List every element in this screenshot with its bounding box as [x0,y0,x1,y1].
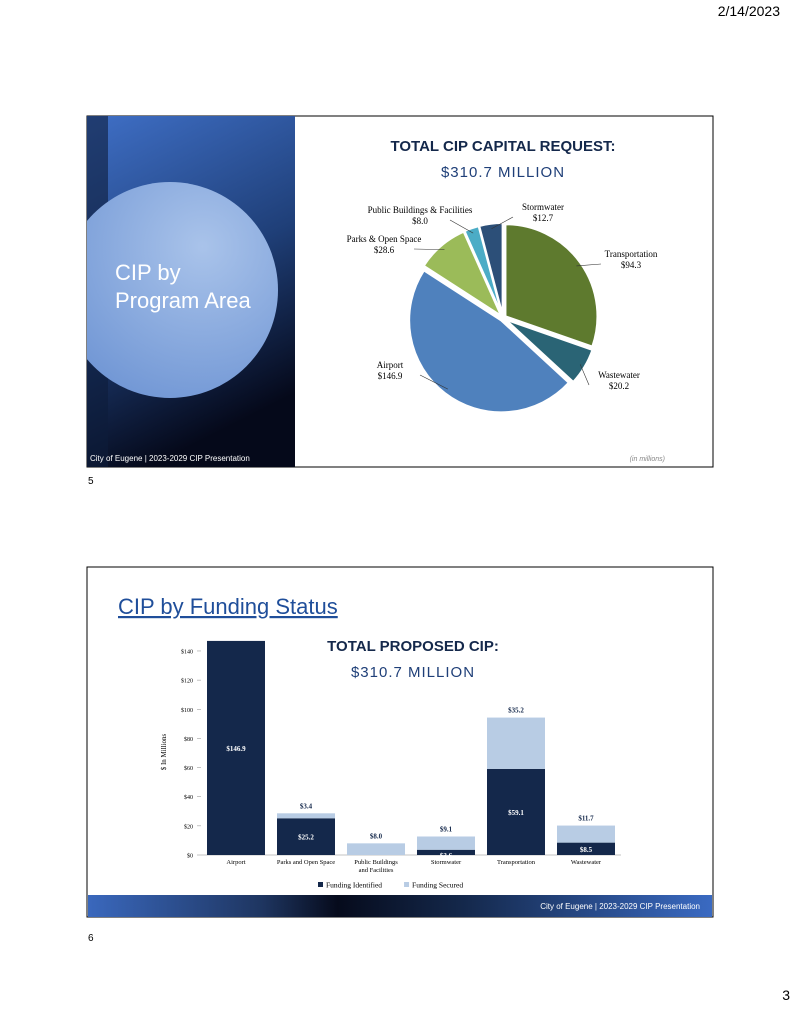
slice-value: $8.0 [412,216,428,226]
slice-label: Parks & Open Space [347,234,422,244]
slice-value: $94.3 [621,260,642,270]
y-axis-label: $ In Millions [160,733,168,770]
slide-footer: City of Eugene | 2023-2029 CIP Presentat… [90,454,250,463]
chart-note: (in millions) [630,456,665,463]
slice-label: Transportation [605,249,658,259]
pie-slice [504,318,594,384]
slide-title: Program Area [115,288,251,313]
bar-value-label: $3.4 [300,802,313,810]
y-tick-label: $80 [184,736,193,743]
chart-subtitle: $310.7 MILLION [441,164,565,181]
bar-value-label: $25.2 [298,834,314,842]
slide-title: CIP by Funding Status [118,594,338,619]
x-tick-label: Airport [226,859,245,866]
bar-segment [417,849,475,855]
pie-slice [504,223,599,348]
slice-value: $20.2 [609,381,629,391]
bar-segment [207,640,265,855]
leader-line [579,364,590,386]
bar-segment [557,825,615,843]
slide [86,566,714,918]
bar-value-label: $59.1 [508,809,524,817]
y-tick-label: $40 [184,794,193,801]
bar-segment [557,842,615,855]
bar-value-label: $11.7 [578,815,594,823]
bar-value-label: $8.5 [580,846,593,854]
x-tick-label: Transportation [497,859,536,866]
bar-segment [347,843,405,855]
y-tick-label: $140 [181,648,193,655]
slice-value: $146.9 [378,371,403,381]
bar-value-label: $3.6 [440,852,453,860]
slice-value: $28.6 [374,245,395,255]
bar-chart: $0 $20 $40 $60 $80 $100 $120 $140 $146.9 Airport $… [181,640,621,890]
bar-value-label: $8.0 [370,832,383,840]
bar-value-label: $35.2 [508,707,524,715]
leader-line [419,374,449,390]
x-tick-label: Parks and Open Space [277,859,335,866]
leader-line [491,216,514,230]
pie-chart: Transportation$94.3 Wastewater$20.2 Airpor… [347,202,658,414]
y-tick-label: $60 [184,765,193,772]
pie-slice [422,230,504,319]
leader-line [576,263,602,267]
pie-slice [478,222,504,316]
legend-label: Funding Identified [326,881,382,890]
bar-segment [487,768,545,855]
y-tick-label: $120 [181,678,193,685]
date: 2/14/2023 [718,3,780,19]
bar-value-label: $9.1 [440,825,453,833]
bar-segment [277,818,335,855]
chart-title: TOTAL CIP CAPITAL REQUEST: [390,138,615,155]
pie-slice [408,269,571,414]
y-tick-label: $20 [184,823,193,830]
slide-title: CIP by [115,260,181,285]
bar-segment [417,836,475,850]
slide-side-panel [87,116,295,467]
legend-label: Funding Secured [412,881,463,890]
bar-value-label: $146.9 [226,745,246,753]
leader-line [413,248,445,250]
leader-line [449,219,474,234]
slice-label: Airport [377,360,404,370]
bar-segment [487,717,545,769]
x-tick-label: Public Buildings and Facilities [354,859,398,874]
x-tick-label: Stormwater [431,859,462,866]
legend-swatch [404,882,410,887]
chart-title: TOTAL PROPOSED CIP: [327,638,499,655]
slice-label: Public Buildings & Facilities [368,205,473,215]
y-tick-label: $0 [187,853,193,860]
y-tick-label: $100 [181,707,193,714]
slice-label: Stormwater [522,202,564,212]
x-tick-label: Wastewater [571,859,602,866]
page-number: 3 [782,987,790,1003]
slide-number: 6 [88,933,94,944]
slice-label: Wastewater [598,370,640,380]
chart-subtitle: $310.7 MILLION [351,664,475,681]
legend-swatch [318,882,323,887]
slide-number: 5 [88,476,94,487]
slide-footer: City of Eugene | 2023-2029 CIP Presentat… [540,902,700,911]
slice-value: $12.7 [533,213,554,223]
bar-segment [277,813,335,819]
slide-footer-bar [88,895,712,917]
